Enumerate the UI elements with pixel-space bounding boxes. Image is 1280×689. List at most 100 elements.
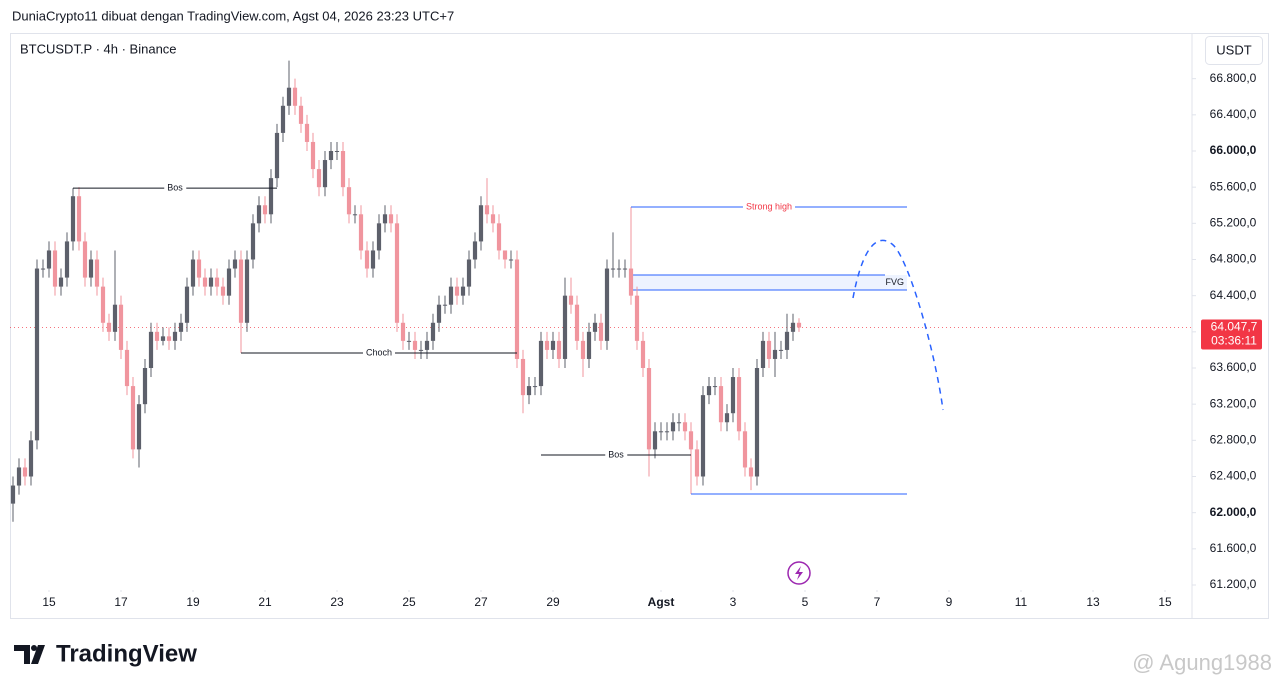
candle-body — [232, 259, 238, 269]
candle-body — [658, 431, 664, 433]
candle-body — [478, 205, 484, 242]
candle-body — [514, 259, 520, 359]
candle-body — [148, 331, 154, 368]
candle-body — [100, 286, 106, 323]
watermark: @ Agung1988 — [1132, 650, 1272, 675]
candle-body — [760, 340, 766, 368]
candle-body — [310, 141, 316, 170]
y-tick-label: 61.600,0 — [1210, 541, 1257, 555]
candle-body — [34, 268, 40, 441]
annotation-label: Choch — [366, 347, 392, 357]
candle-body — [304, 123, 310, 142]
x-tick-label: 5 — [802, 595, 809, 609]
candle-body — [22, 467, 28, 477]
candle-body — [766, 340, 772, 359]
countdown: 03:36:11 — [1211, 334, 1257, 348]
candle-body — [706, 386, 712, 396]
candle-body — [496, 223, 502, 251]
candle-body — [778, 349, 784, 351]
annotation-label: Strong high — [746, 201, 792, 211]
candle-body — [520, 358, 526, 396]
candle-body — [502, 250, 508, 260]
chart-title: BTCUSDT.P · 4h · Binance — [20, 41, 177, 56]
last-price-box — [1201, 319, 1262, 350]
currency[interactable]: USDT — [1216, 42, 1251, 57]
y-tick-label: 62.400,0 — [1210, 469, 1257, 483]
candle-body — [646, 368, 652, 450]
plot: 61.200,0 61.600,0 62.000,0 62.400,0 62.800,0… — [10, 60, 1257, 609]
candle-body — [382, 214, 388, 224]
candle-body — [640, 340, 646, 368]
candle-body — [214, 277, 220, 287]
annotation-label: Bos — [167, 182, 183, 192]
candle-body — [682, 422, 688, 432]
x-tick-label: Agst — [648, 595, 675, 609]
y-tick-label: 62.000,0 — [1210, 505, 1257, 519]
x-tick-label: 3 — [730, 595, 737, 609]
candle-body — [664, 431, 670, 433]
candle-body — [730, 377, 736, 414]
candle-body — [688, 431, 694, 450]
candle-body — [412, 340, 418, 350]
brand-logo — [14, 645, 45, 664]
annotation-label-bg — [164, 181, 187, 194]
candle-body — [574, 304, 580, 341]
candle-body — [604, 268, 610, 341]
y-tick-label: 63.200,0 — [1210, 396, 1257, 410]
candle-body — [424, 340, 430, 350]
candle-body — [250, 223, 256, 260]
candle-body — [28, 440, 34, 477]
candle-body — [346, 187, 352, 215]
candle-body — [328, 151, 334, 161]
candle-body — [64, 241, 70, 278]
currency-button[interactable] — [1205, 36, 1263, 65]
candle-body — [400, 322, 406, 341]
candle-body — [226, 268, 232, 296]
candle-body — [622, 268, 628, 270]
candle-body — [652, 431, 658, 450]
candle-body — [136, 404, 142, 450]
x-tick-label: 9 — [946, 595, 953, 609]
annotation-label: Bos — [608, 449, 624, 459]
candle-body — [202, 277, 208, 287]
fvg-label: FVG — [885, 277, 904, 287]
last-price-label: 64.047,7 — [1211, 320, 1258, 334]
candle-body — [184, 286, 190, 323]
candle-body — [550, 340, 556, 350]
x-tick-label: 17 — [114, 595, 128, 609]
candle-body — [88, 259, 94, 278]
candle-body — [742, 431, 748, 468]
y-tick-label: 63.600,0 — [1210, 360, 1257, 374]
y-tick-label: 62.800,0 — [1210, 433, 1257, 447]
x-tick-label: 23 — [330, 595, 344, 609]
candle-body — [358, 214, 364, 251]
candle-body — [112, 304, 118, 332]
candle-body — [772, 349, 778, 359]
candle-body — [370, 250, 376, 269]
candle-body — [724, 413, 730, 423]
candle-body — [130, 386, 136, 450]
candle-body — [58, 277, 64, 287]
candle-body — [16, 467, 22, 486]
candle-body — [376, 223, 382, 251]
x-tick-label: 25 — [402, 595, 416, 609]
candle-body — [334, 151, 340, 152]
candle-body — [526, 386, 532, 396]
y-tick-label: 65.200,0 — [1210, 216, 1257, 230]
candle-body — [670, 422, 676, 432]
candle-body — [754, 368, 760, 477]
candle-body — [544, 340, 550, 350]
candle-body — [292, 87, 298, 106]
candle-body — [160, 336, 166, 341]
candle-body — [418, 349, 424, 351]
candle-body — [490, 214, 496, 224]
candle-body — [634, 295, 640, 341]
candle-body — [448, 286, 454, 305]
candle-body — [628, 268, 634, 296]
y-tick-label: 61.200,0 — [1210, 577, 1257, 591]
annotation-label-bg — [605, 448, 628, 461]
projection-arc — [852, 239, 944, 411]
candle-body — [532, 386, 538, 388]
candle-body — [322, 160, 328, 188]
